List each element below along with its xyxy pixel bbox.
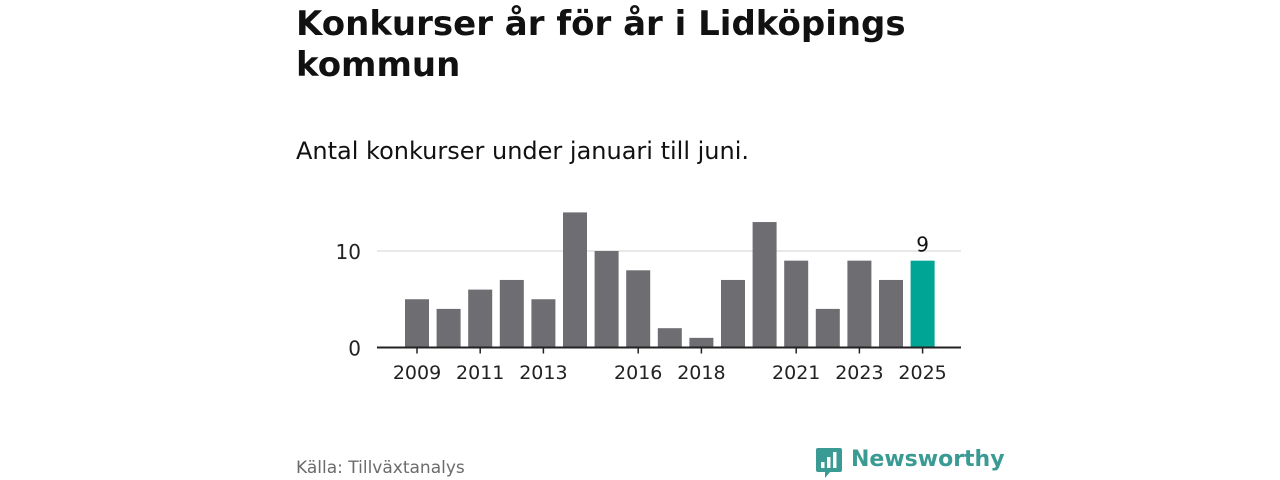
x-tick-label-2021: 2021	[772, 362, 820, 384]
bar-2014	[563, 212, 587, 348]
x-tick-label-2018: 2018	[677, 362, 725, 384]
bar-2010	[436, 308, 461, 348]
data-label-2025: 9	[916, 233, 929, 257]
x-tick-label-2023: 2023	[835, 362, 883, 384]
bars	[405, 212, 935, 348]
newsworthy-logo-icon	[816, 448, 842, 478]
labels: 0 10 2009 2011 2013 2016 2018 2021 2023 2025 9	[336, 233, 947, 384]
chart-subtitle: Antal konkurser under januari till juni.	[296, 137, 749, 165]
bar-2012	[499, 279, 524, 348]
bar-2024	[879, 279, 903, 348]
bar-2015	[594, 251, 619, 348]
bar-2009	[405, 299, 429, 348]
bar-2011	[468, 289, 493, 348]
source-note: Källa: Tillväxtanalys	[296, 458, 465, 478]
bar-2022	[815, 308, 840, 348]
y-tick-label-0: 0	[348, 337, 361, 361]
bar-2017	[657, 328, 682, 348]
bar-2020	[752, 222, 777, 348]
brand-name: Newsworthy	[851, 447, 1005, 472]
bar-2013	[531, 299, 556, 348]
x-tick-label-2025: 2025	[898, 362, 946, 384]
chart-title: Konkurser år för år i Lidköpings kommun	[296, 4, 906, 85]
y-tick-label-10: 10	[336, 240, 361, 264]
x-tick-label-2013: 2013	[519, 362, 567, 384]
bar-2025	[910, 260, 935, 348]
x-tick-label-2011: 2011	[456, 362, 504, 384]
bar-2019	[721, 279, 745, 348]
bar-2018	[689, 337, 714, 348]
bar-2023	[847, 260, 872, 348]
newsworthy-logo: Newsworthy	[815, 446, 1005, 480]
x-tick-label-2009: 2009	[393, 362, 441, 384]
x-tick-label-2016: 2016	[614, 362, 662, 384]
axes	[377, 346, 961, 354]
bar-2021	[784, 260, 809, 348]
bar-2016	[626, 270, 651, 348]
